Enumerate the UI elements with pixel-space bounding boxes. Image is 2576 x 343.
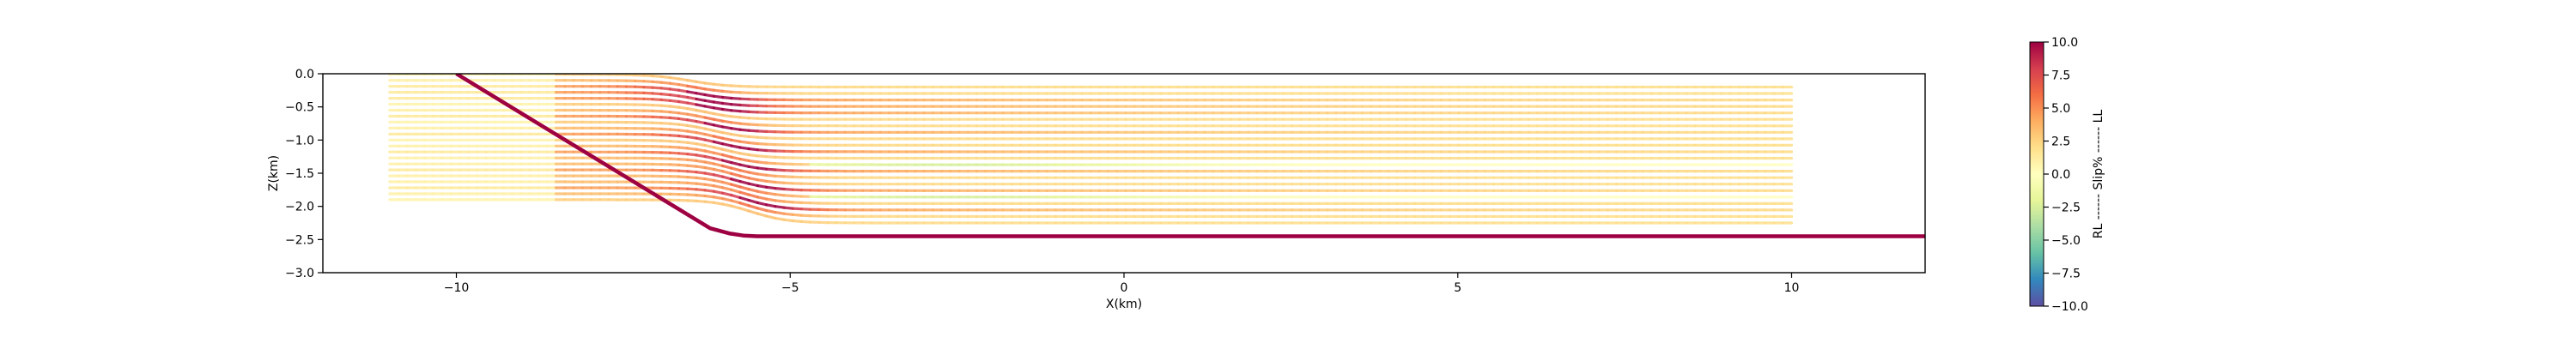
horizon-line (388, 198, 1794, 225)
horizon-lines (388, 74, 1794, 225)
colorbar-label: RL ------ Slip% ------ LL (2092, 110, 2105, 239)
x-axis-label: X(km) (1106, 298, 1142, 311)
x-axis-ticks: −10 −5 0 5 10 (444, 273, 1800, 295)
horizon-line (388, 132, 1794, 153)
colorbar-tick-label: 2.5 (2051, 135, 2070, 149)
y-tick-label: −1.0 (285, 134, 314, 147)
colorbar-ticks: 10.0 7.5 5.0 2.5 0.0 −2.5 −5.0 −7.5 −10.0 (2044, 36, 2088, 314)
horizon-line (388, 162, 1794, 186)
colorbar-tick-label: 10.0 (2051, 36, 2078, 50)
horizon-line (388, 150, 1794, 173)
horizon-line (388, 180, 1794, 205)
colorbar-tick-label: 7.5 (2051, 69, 2070, 83)
colorbar-gradient (2029, 41, 2044, 307)
fault-line (455, 74, 1925, 238)
y-axis-label: Z(km) (267, 155, 281, 191)
colorbar-tick-label: −7.5 (2051, 268, 2081, 281)
horizon-line (388, 174, 1794, 199)
horizon-line (388, 85, 1794, 102)
horizon-line (388, 102, 1794, 121)
x-tick-label: 0 (1121, 281, 1128, 295)
horizon-line (388, 96, 1794, 115)
y-tick-label: −3.0 (285, 267, 314, 280)
y-axis-ticks: 0.0 −0.5 −1.0 −1.5 −2.0 −2.5 −3.0 (285, 68, 323, 280)
colorbar-tick-label: −2.5 (2051, 202, 2081, 215)
y-tick-label: −2.5 (285, 233, 314, 247)
horizon-line (388, 144, 1794, 166)
horizon-line (388, 192, 1794, 219)
horizon-line (388, 114, 1794, 134)
horizon-line (388, 126, 1794, 147)
y-tick-label: −2.0 (285, 201, 314, 214)
horizon-line (388, 186, 1794, 212)
horizon-line (388, 168, 1794, 192)
horizon-line (388, 156, 1794, 179)
fault-layer (455, 74, 1925, 238)
horizon-line (388, 90, 1794, 108)
x-tick-label: 5 (1454, 281, 1461, 295)
y-tick-label: −0.5 (285, 101, 314, 115)
x-tick-label: −10 (444, 281, 470, 295)
y-tick-label: 0.0 (295, 68, 314, 81)
colorbar: 10.0 7.5 5.0 2.5 0.0 −2.5 −5.0 −7.5 −10.0 RL ---… (2029, 36, 2105, 314)
plot-area (322, 73, 1926, 274)
colorbar-tick-label: −5.0 (2051, 234, 2081, 248)
colorbar-tick-label: 5.0 (2051, 102, 2070, 116)
x-tick-label: 10 (1784, 281, 1800, 295)
horizon-line (388, 79, 1794, 95)
colorbar-tick-label: 0.0 (2051, 168, 2070, 182)
colorbar-tick-label: −10.0 (2051, 300, 2088, 314)
horizon-line (388, 138, 1794, 160)
horizon-line (388, 120, 1794, 141)
y-tick-label: −1.5 (285, 167, 314, 181)
horizon-line (388, 108, 1794, 128)
x-tick-label: −5 (781, 281, 799, 295)
